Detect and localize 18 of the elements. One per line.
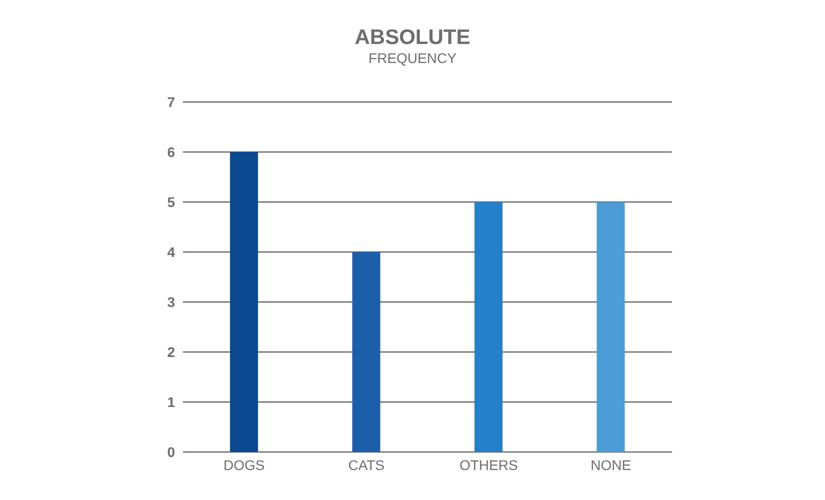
y-tick-label: 3 xyxy=(167,294,176,310)
chart-title: ABSOLUTE xyxy=(354,26,472,50)
y-tick-label: 1 xyxy=(167,394,176,410)
x-tick-label: CATS xyxy=(348,456,385,473)
y-tick-label: 5 xyxy=(167,194,176,210)
bar xyxy=(230,152,258,452)
bar xyxy=(474,202,502,452)
y-tick-label: 7 xyxy=(167,94,176,110)
bar xyxy=(352,252,380,452)
x-tick-label: NONE xyxy=(590,456,632,473)
y-tick-label: 6 xyxy=(167,144,176,160)
x-tick-label: OTHERS xyxy=(459,456,518,473)
x-tick-label: DOGS xyxy=(224,456,265,473)
y-tick-label: 4 xyxy=(167,244,176,260)
chart-subtitle: FREQUENCY xyxy=(368,50,458,66)
bar xyxy=(596,202,625,452)
y-tick-label: 2 xyxy=(167,344,176,360)
y-tick-label: 0 xyxy=(167,444,176,460)
